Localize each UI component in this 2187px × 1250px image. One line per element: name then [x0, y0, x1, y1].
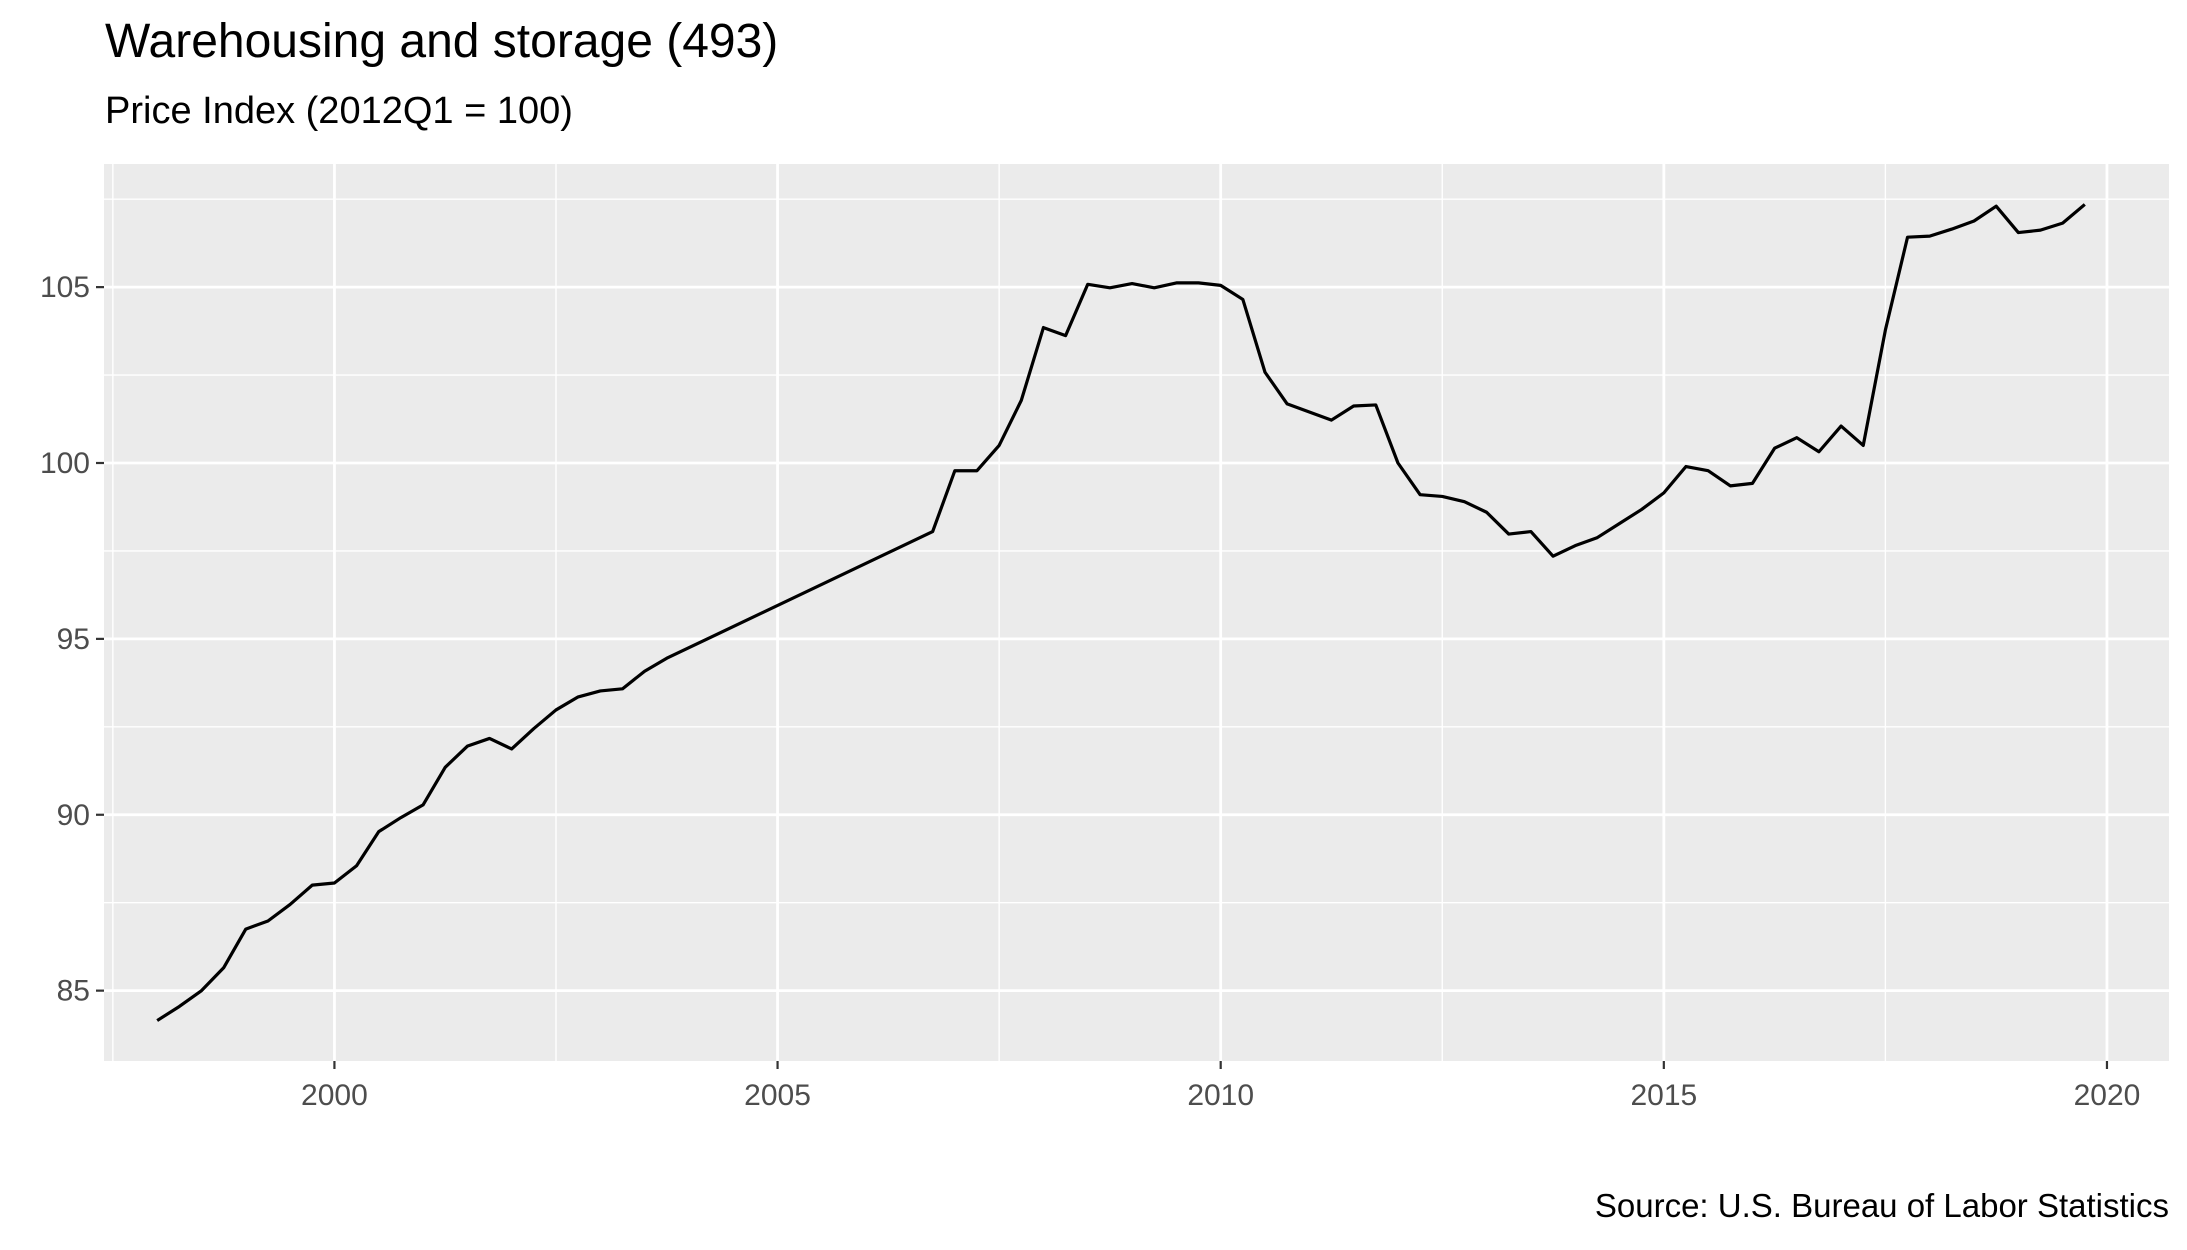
- y-tick-label: 85: [57, 975, 90, 1008]
- chart-title: Warehousing and storage (493): [105, 15, 779, 68]
- x-tick-label: 2005: [744, 1079, 811, 1112]
- minor-gridlines: [104, 164, 2169, 1061]
- x-tick-label: 2010: [1187, 1079, 1254, 1112]
- y-tick-label: 105: [40, 271, 90, 304]
- x-axis: 2000 2005 2010 2015 2020: [301, 1061, 2140, 1112]
- plot-panel: [104, 164, 2169, 1061]
- y-tick-label: 95: [57, 623, 90, 656]
- major-gridlines: [104, 164, 2169, 1061]
- y-tick-label: 100: [40, 447, 90, 480]
- x-tick-label: 2020: [2074, 1079, 2141, 1112]
- source-caption: Source: U.S. Bureau of Labor Statistics: [1594, 1187, 2169, 1224]
- x-tick-label: 2015: [1630, 1079, 1697, 1112]
- x-tick-label: 2000: [301, 1079, 368, 1112]
- chart-subtitle: Price Index (2012Q1 = 100): [105, 90, 573, 132]
- y-axis: 85 90 95 100 105: [40, 271, 104, 1008]
- y-tick-label: 90: [57, 799, 90, 832]
- price-index-line: [156, 203, 2086, 1022]
